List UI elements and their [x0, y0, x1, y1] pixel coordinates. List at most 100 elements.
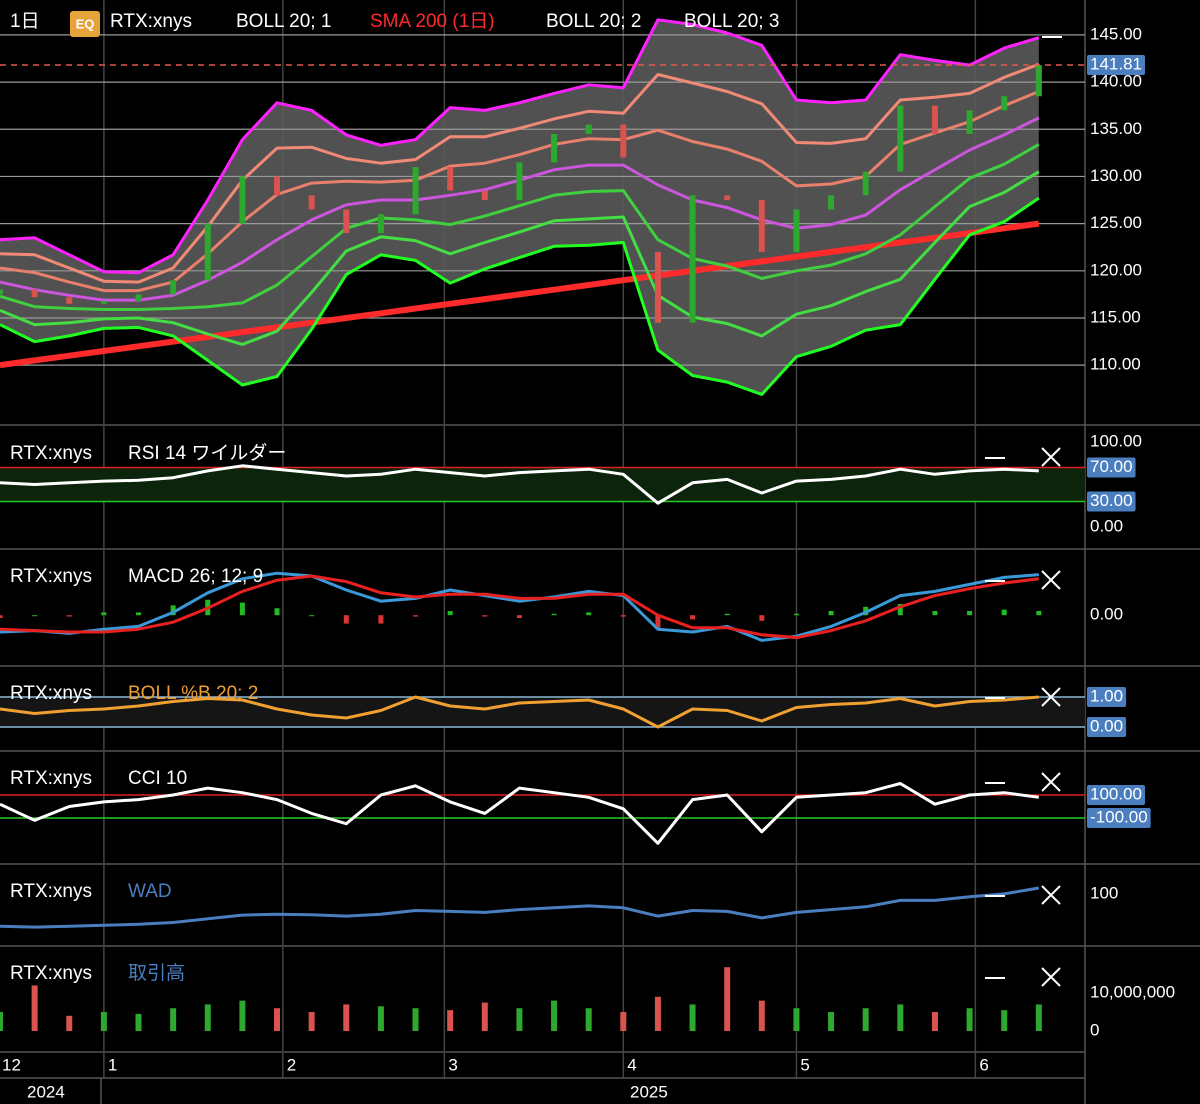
- y-tick-label: 100: [1090, 883, 1118, 902]
- indicator-name: 取引高: [128, 962, 185, 984]
- volume-bar: [551, 1000, 558, 1032]
- y-tick-label: 30.00: [1090, 491, 1133, 510]
- histogram-bar: [274, 608, 280, 616]
- candle: [862, 171, 869, 196]
- indicator-name: CCI 10: [128, 768, 187, 789]
- legend-entry: BOLL 20; 1: [236, 11, 331, 32]
- y-tick-label: 110.00: [1090, 355, 1141, 374]
- histogram-bar: [239, 602, 245, 616]
- close-icon[interactable]: [1041, 687, 1061, 707]
- candle: [274, 176, 281, 196]
- tick-label-box: [1087, 55, 1145, 76]
- volume-bar: [758, 1000, 765, 1032]
- candle: [828, 195, 835, 210]
- indicator-line: [0, 571, 1039, 642]
- candle: [689, 195, 696, 323]
- close-icon[interactable]: [1041, 570, 1061, 590]
- boll-lower: [0, 170, 1040, 346]
- histogram-bar: [724, 613, 730, 616]
- x-tick-label: 1: [108, 1055, 117, 1074]
- panel-title: RTX:xnys: [10, 963, 92, 984]
- candle: [308, 195, 315, 210]
- panel-title: RTX:xnys: [10, 683, 92, 704]
- histogram-bar: [967, 611, 973, 616]
- y-tick-label: 0.00: [1090, 517, 1123, 536]
- candle: [377, 214, 384, 234]
- indicator-name: WAD: [128, 881, 172, 902]
- close-icon[interactable]: [1041, 967, 1061, 987]
- volume-bar: [620, 1012, 627, 1032]
- volume-bar: [793, 1008, 800, 1032]
- panel-title: RTX:xnys: [10, 881, 92, 902]
- histogram-bar: [586, 612, 592, 616]
- histogram-bar: [793, 613, 799, 616]
- volume-bar: [1035, 1004, 1042, 1032]
- volume-bar: [966, 1008, 973, 1032]
- histogram-bar: [343, 615, 349, 624]
- chart-title: RTX:xnys: [110, 11, 192, 32]
- histogram-bar: [932, 611, 938, 616]
- badge: EQ: [76, 16, 95, 31]
- boll-lower: [0, 196, 1040, 396]
- volume-bar: [862, 1008, 869, 1032]
- level-band: [0, 467, 1085, 502]
- candle: [620, 124, 627, 158]
- candle: [793, 209, 800, 252]
- boll-lower: [0, 143, 1040, 311]
- y-tick-label: 0.00: [1090, 716, 1123, 735]
- volume-bar: [100, 1012, 107, 1032]
- y-tick-label: 145.00: [1090, 24, 1142, 43]
- candle: [966, 110, 973, 134]
- candle: [585, 124, 592, 134]
- close-icon[interactable]: [1041, 772, 1061, 792]
- x-tick-label: 5: [800, 1055, 809, 1074]
- close-icon[interactable]: [1041, 447, 1061, 467]
- y-tick-label: 130.00: [1090, 166, 1142, 185]
- tick-label-box: [1087, 686, 1127, 707]
- y-tick-label: 120.00: [1090, 260, 1142, 279]
- x-tick-label: 4: [627, 1055, 636, 1074]
- candle: [170, 280, 177, 295]
- indicator-line: [0, 695, 1039, 729]
- panel-title: RTX:xnys: [10, 443, 92, 464]
- badge-box: [70, 11, 100, 37]
- candle: [343, 209, 350, 234]
- year-label: 2024: [27, 1082, 65, 1101]
- year-label: 2025: [630, 1082, 668, 1101]
- volume-bar: [689, 1004, 696, 1032]
- candle: [239, 176, 246, 224]
- indicator-line: [0, 886, 1040, 929]
- histogram-bar: [32, 615, 38, 617]
- volume-bar: [412, 1008, 419, 1032]
- candle: [204, 223, 211, 281]
- y-tick-label: 115.00: [1090, 307, 1141, 326]
- histogram-bar: [759, 615, 765, 621]
- boll-upper: [0, 62, 1040, 284]
- panel-title: RTX:xnys: [10, 566, 92, 587]
- y-tick-label: 0.00: [1090, 605, 1123, 624]
- volume-bar: [1001, 1010, 1008, 1032]
- candle: [0, 289, 3, 295]
- volume-bar: [274, 1008, 281, 1032]
- candle: [481, 190, 488, 201]
- candle: [447, 167, 454, 191]
- indicator-line: [0, 464, 1039, 505]
- indicator-name: BOLL %B 20; 2: [128, 683, 258, 704]
- candle: [31, 289, 38, 298]
- candle: [897, 105, 904, 172]
- volume-bar: [828, 1012, 835, 1032]
- volume-bar: [481, 1002, 488, 1032]
- volume-bar: [239, 1000, 246, 1032]
- y-tick-label: 141.81: [1090, 54, 1142, 73]
- volume-bar: [31, 985, 38, 1032]
- histogram-bar: [66, 615, 72, 617]
- y-tick-label: 100.00: [1090, 432, 1142, 451]
- candle: [931, 105, 938, 134]
- close-icon[interactable]: [1041, 885, 1061, 905]
- candle: [758, 200, 765, 252]
- volume-bar: [447, 1010, 454, 1032]
- indicator-name: RSI 14 ワイルダー: [128, 442, 286, 464]
- volume-bar: [897, 1004, 904, 1032]
- indicator-line: [0, 574, 1039, 640]
- histogram-bar: [378, 615, 384, 624]
